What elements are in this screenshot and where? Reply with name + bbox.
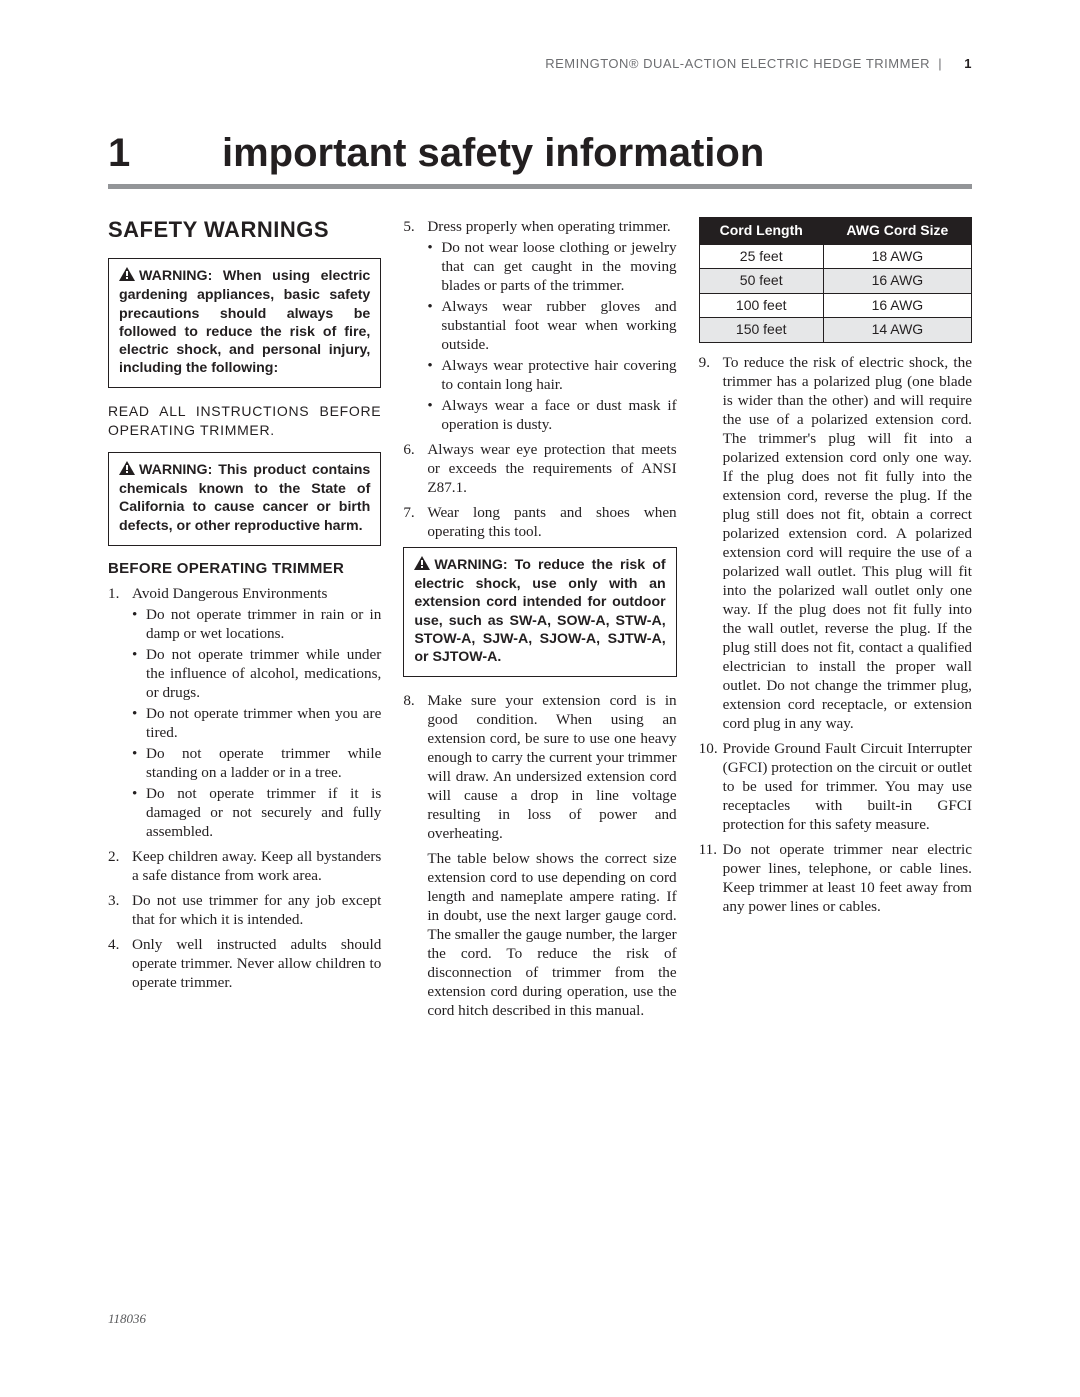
warning-2-text: WARNING: This product contains chemicals… <box>119 462 370 534</box>
chapter-title: important safety information <box>222 131 764 175</box>
bullet-item: Do not operate trimmer while under the i… <box>132 645 381 702</box>
ordered-list-part4: To reduce the risk of electric shock, th… <box>699 353 972 916</box>
table-cell: 18 AWG <box>823 244 971 269</box>
list-item: Do not use trimmer for any job except th… <box>108 891 381 929</box>
list-item: Only well instructed adults should opera… <box>108 935 381 992</box>
table-cell: 150 feet <box>699 318 823 343</box>
warning-box-1: WARNING: When using electric gardening a… <box>108 258 381 388</box>
table-row: 25 feet 18 AWG <box>699 244 971 269</box>
horizontal-rule <box>108 184 972 189</box>
bullet-item: Do not operate trimmer if it is damaged … <box>132 784 381 841</box>
warning-1-text: WARNING: When using electric gardening a… <box>119 268 370 376</box>
bullet-item: Do not wear loose clothing or jewelry th… <box>427 238 676 295</box>
list-item-text: Make sure your extension cord is in good… <box>427 692 676 842</box>
bullet-item: Always wear rubber gloves and substantia… <box>427 297 676 354</box>
warning-icon <box>119 461 135 480</box>
list-item: Avoid Dangerous Environments Do not oper… <box>108 584 381 841</box>
table-cell: 14 AWG <box>823 318 971 343</box>
section-heading: SAFETY WARNINGS <box>108 217 381 242</box>
list-item: To reduce the risk of electric shock, th… <box>699 353 972 733</box>
table-row: 100 feet 16 AWG <box>699 293 971 318</box>
warning-icon <box>119 267 135 286</box>
warning-3-text: WARNING: To reduce the risk of electric … <box>414 557 665 665</box>
ordered-list-part1: Avoid Dangerous Environments Do not oper… <box>108 584 381 992</box>
running-head-text: REMINGTON® DUAL-ACTION ELECTRIC HEDGE TR… <box>545 56 930 71</box>
read-all-instructions: READ ALL INSTRUCTIONS BEFORE OPERATING T… <box>108 402 381 440</box>
list-item: Make sure your extension cord is in good… <box>403 691 676 843</box>
bullet-item: Always wear protective hair covering to … <box>427 356 676 394</box>
warning-icon <box>414 556 430 575</box>
bullet-item: Do not operate trimmer when you are tire… <box>132 704 381 742</box>
table-cell: 16 AWG <box>823 293 971 318</box>
warning-box-3: WARNING: To reduce the risk of electric … <box>403 547 676 677</box>
list-item-8-continuation: The table below shows the correct size e… <box>403 849 676 1020</box>
table-row: 150 feet 14 AWG <box>699 318 971 343</box>
page-number: 1 <box>964 56 972 71</box>
body-columns: SAFETY WARNINGS WARNING: When using elec… <box>108 217 972 1217</box>
table-cell: 50 feet <box>699 269 823 294</box>
page: REMINGTON® DUAL-ACTION ELECTRIC HEDGE TR… <box>0 0 1080 1277</box>
list-item-text: Avoid Dangerous Environments <box>132 585 327 602</box>
chapter-number: 1 <box>108 131 218 176</box>
ordered-list-part3: Make sure your extension cord is in good… <box>403 691 676 843</box>
running-head: REMINGTON® DUAL-ACTION ELECTRIC HEDGE TR… <box>108 56 972 71</box>
list-item: Keep children away. Keep all bystanders … <box>108 847 381 885</box>
table-cell: 100 feet <box>699 293 823 318</box>
table-header: Cord Length <box>699 218 823 245</box>
table-cell: 16 AWG <box>823 269 971 294</box>
warning-box-2: WARNING: This product contains chemicals… <box>108 452 381 546</box>
list-item: Wear long pants and shoes when operating… <box>403 503 676 541</box>
list-item: Dress properly when operating trimmer. D… <box>403 217 676 434</box>
bullet-list: Do not operate trimmer in rain or in dam… <box>132 605 381 841</box>
footer-code: 118036 <box>108 1311 146 1327</box>
table-row: 50 feet 16 AWG <box>699 269 971 294</box>
bullet-list: Do not wear loose clothing or jewelry th… <box>427 238 676 434</box>
list-item: Do not operate trimmer near electric pow… <box>699 840 972 916</box>
bullet-item: Do not operate trimmer in rain or in dam… <box>132 605 381 643</box>
subheading: BEFORE OPERATING TRIMMER <box>108 560 381 578</box>
table-header-row: Cord Length AWG Cord Size <box>699 218 971 245</box>
table-cell: 25 feet <box>699 244 823 269</box>
list-item: Always wear eye protection that meets or… <box>403 440 676 497</box>
list-item: Provide Ground Fault Circuit Interrupter… <box>699 739 972 834</box>
cord-size-table: Cord Length AWG Cord Size 25 feet 18 AWG… <box>699 217 972 343</box>
divider: | <box>934 56 942 71</box>
list-item-text: Dress properly when operating trimmer. <box>427 218 670 235</box>
table-header: AWG Cord Size <box>823 218 971 245</box>
bullet-item: Always wear a face or dust mask if opera… <box>427 396 676 434</box>
bullet-item: Do not operate trimmer while standing on… <box>132 744 381 782</box>
chapter-heading: 1 important safety information <box>108 131 972 176</box>
ordered-list-part2: Dress properly when operating trimmer. D… <box>403 217 676 541</box>
